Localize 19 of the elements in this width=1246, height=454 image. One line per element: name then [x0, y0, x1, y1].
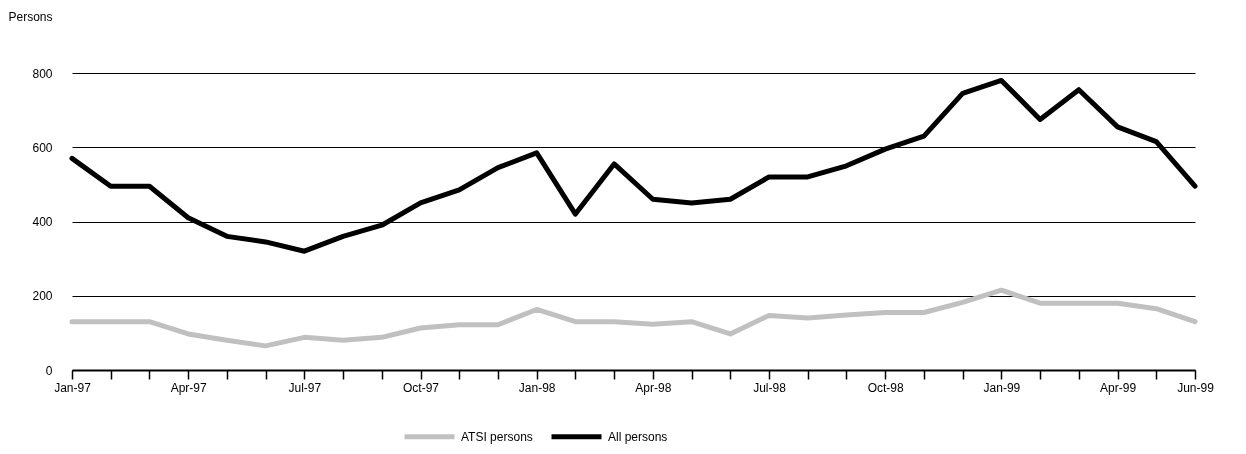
y-tick-label: 800 [32, 66, 53, 81]
legend-label: All persons [608, 429, 668, 444]
y-tick-label: 600 [32, 140, 53, 155]
x-tick-label: Jan-98 [518, 380, 556, 395]
x-tick-label: Jun-99 [1177, 380, 1215, 395]
legend-label: ATSI persons [461, 429, 533, 444]
y-axis-title: Persons [8, 9, 53, 24]
y-tick-label: 200 [32, 289, 53, 304]
x-tick-label: Jul-97 [288, 380, 322, 395]
x-tick-label: Jan-99 [983, 380, 1021, 395]
x-tick-label: Oct-97 [403, 380, 440, 395]
x-tick-label: Apr-97 [170, 380, 207, 395]
x-tick-label: Apr-98 [635, 380, 672, 395]
x-tick-label: Oct-98 [867, 380, 905, 395]
x-tick-label: Jan-97 [54, 380, 92, 395]
y-tick-label: 400 [32, 215, 53, 229]
x-tick-label: Jul-98 [753, 380, 787, 395]
y-tick-label: 0 [45, 363, 53, 378]
x-tick-label: Apr-99 [1100, 380, 1137, 395]
